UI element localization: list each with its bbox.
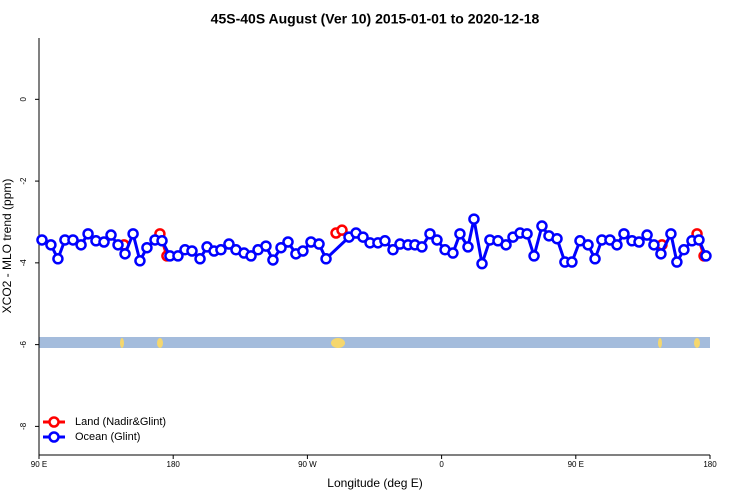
point (500, 239, 512, 251)
point (678, 244, 690, 256)
point (528, 250, 540, 262)
y-axis-label: XCO2 - MLO trend (ppm) (0, 179, 14, 314)
point (313, 238, 325, 250)
point (536, 220, 548, 232)
chart-title: 45S-40S August (Ver 10) 2015-01-01 to 20… (211, 11, 540, 27)
land-ocean-strip (39, 337, 710, 348)
y-tick-label: -2 (19, 177, 28, 185)
point (693, 234, 705, 246)
y-tick-label: 0 (19, 97, 28, 102)
legend-label: Ocean (Glint) (75, 431, 140, 443)
land-blob (157, 338, 163, 348)
point (156, 235, 168, 247)
legend-swatch (48, 416, 60, 428)
x-tick-label: 90 E (31, 460, 47, 469)
point (700, 250, 712, 262)
point (45, 239, 57, 251)
point (105, 229, 117, 241)
point (618, 228, 630, 240)
point (215, 244, 227, 256)
point (67, 234, 79, 246)
point (633, 236, 645, 248)
point (141, 241, 153, 254)
point (112, 239, 124, 251)
point (223, 238, 235, 250)
point (260, 240, 272, 252)
x-tick-label: 0 (439, 460, 444, 469)
land-blob (331, 338, 345, 348)
point (275, 241, 287, 254)
point (119, 248, 131, 260)
point (134, 255, 146, 267)
point (75, 239, 87, 251)
point (267, 254, 279, 266)
point (665, 228, 677, 240)
point (424, 228, 436, 240)
point (82, 228, 94, 240)
point (476, 257, 488, 270)
point (194, 253, 206, 265)
point (127, 228, 139, 240)
land-blob (120, 338, 124, 348)
point (655, 248, 667, 260)
land-blob (658, 338, 662, 348)
point (671, 256, 683, 268)
point (582, 239, 594, 251)
point (98, 236, 110, 248)
point (36, 234, 48, 246)
x-tick-label: 90 W (298, 460, 317, 469)
point (641, 229, 653, 241)
y-tick-label: -8 (19, 422, 28, 430)
point (282, 236, 294, 248)
point (454, 228, 466, 240)
point (447, 247, 459, 259)
point (566, 256, 578, 268)
point (462, 241, 474, 253)
point (521, 228, 533, 240)
point (611, 239, 623, 251)
point (245, 250, 257, 262)
point (320, 253, 332, 265)
land-blob (694, 338, 700, 348)
x-tick-label: 180 (167, 460, 181, 469)
x-axis-label: Longitude (deg E) (327, 476, 422, 490)
point (551, 232, 563, 245)
y-tick-label: -6 (19, 341, 28, 349)
point (431, 234, 443, 246)
point (297, 245, 309, 257)
point (172, 250, 184, 262)
ocean-strip (39, 337, 710, 348)
legend-swatch (48, 431, 60, 443)
point (416, 241, 428, 253)
point (336, 224, 348, 236)
x-tick-label: 90 E (568, 460, 584, 469)
point (589, 253, 601, 265)
x-tick-label: 180 (703, 460, 717, 469)
point (379, 235, 391, 247)
point (648, 239, 660, 251)
point (52, 253, 64, 265)
point (357, 231, 369, 243)
point (186, 245, 198, 257)
point (387, 244, 399, 256)
y-tick-label: -4 (19, 259, 28, 267)
point (468, 213, 480, 225)
legend-label: Land (Nadir&Glint) (75, 416, 166, 428)
